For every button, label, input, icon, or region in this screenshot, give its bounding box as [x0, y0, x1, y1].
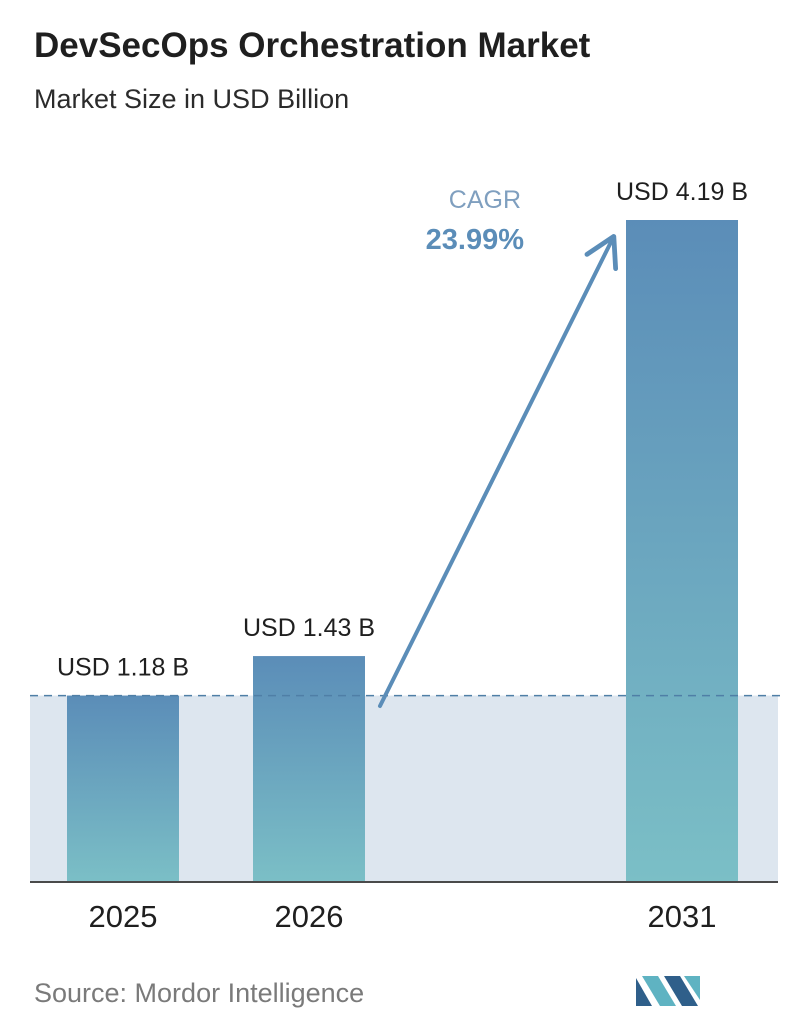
mordor-logo — [636, 976, 700, 1006]
bar-2026 — [253, 656, 365, 882]
logo-shape-corner — [684, 976, 700, 1000]
logo-shape-left — [636, 978, 652, 1006]
data-label-2026: USD 1.43 B — [243, 614, 375, 642]
x-tick-2026: 2026 — [275, 899, 344, 934]
cagr-arrow — [378, 234, 619, 708]
logo-shape-middle — [642, 976, 676, 1006]
data-label-2025: USD 1.18 B — [57, 654, 189, 682]
x-tick-2025: 2025 — [89, 899, 158, 934]
cagr-label: CAGR — [449, 186, 521, 214]
data-label-2031: USD 4.19 B — [616, 178, 748, 206]
x-tick-2031: 2031 — [648, 899, 717, 934]
logo-shape-right — [664, 976, 698, 1006]
source-text: Source: Mordor Intelligence — [34, 978, 365, 1008]
bar-2031 — [626, 220, 738, 882]
cagr-value: 23.99% — [426, 224, 525, 256]
bar-2025 — [67, 695, 179, 882]
chart-title: DevSecOps Orchestration Market — [34, 26, 591, 65]
chart-subtitle: Market Size in USD Billion — [34, 84, 350, 114]
